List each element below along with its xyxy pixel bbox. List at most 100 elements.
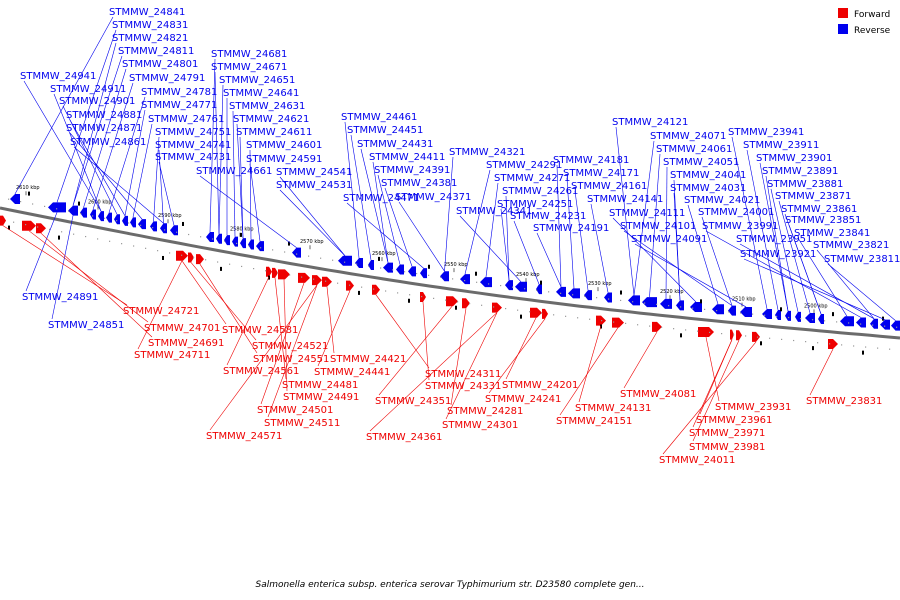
gene-arrow — [818, 313, 824, 324]
track-dot — [637, 324, 639, 326]
track-dot — [164, 229, 166, 231]
track-dot — [361, 286, 363, 288]
leader-line — [92, 82, 134, 210]
gene-label: STMMW_24551 — [253, 354, 329, 365]
track-dot — [709, 331, 711, 334]
track-dot — [589, 318, 591, 320]
gene-label: STMMW_24351 — [375, 396, 451, 407]
track-dot — [824, 320, 826, 322]
gene-label: STMMW_24781 — [141, 87, 217, 98]
leader-line — [827, 263, 896, 321]
track-dot — [608, 298, 610, 300]
gene-label: STMMW_24281 — [447, 406, 523, 417]
track-dot — [613, 321, 615, 323]
gene-label: STMMW_24821 — [112, 33, 188, 44]
gene-arrow — [536, 284, 542, 295]
gene-label: STMMW_24561 — [223, 366, 299, 377]
track-dot — [248, 245, 250, 247]
gene-features — [0, 194, 900, 350]
gene-arrow — [604, 292, 612, 303]
track-dot — [169, 252, 171, 254]
leader-line — [249, 163, 261, 242]
gene-label: STMMW_24511 — [264, 418, 340, 429]
track-dot — [121, 243, 123, 245]
track-dot — [73, 233, 75, 235]
leader-line — [513, 220, 540, 285]
gene-arrow — [98, 211, 104, 222]
legend-forward-label: Forward — [854, 10, 891, 20]
gene-arrow — [728, 305, 736, 316]
track-dot — [289, 274, 291, 276]
gene-arrow — [232, 236, 238, 247]
gene-arrow — [170, 225, 178, 236]
leader-line — [378, 306, 453, 396]
leader-line — [705, 230, 862, 318]
gene-arrow — [90, 209, 96, 220]
leader-line — [209, 284, 318, 431]
kbp-label: 2610 kbp — [16, 185, 40, 191]
track-dot — [728, 311, 730, 313]
leader-line — [25, 212, 58, 292]
track-dot — [541, 312, 543, 314]
leader-line — [40, 232, 153, 338]
gene-label: STMMW_24761 — [148, 114, 224, 125]
track-dot — [716, 310, 718, 312]
gene-arrow — [396, 264, 404, 275]
gene-arrow — [106, 212, 112, 223]
legend-forward: Forward — [838, 8, 890, 24]
leader-line — [816, 249, 875, 319]
leader-line — [759, 162, 789, 311]
track-dot — [116, 220, 118, 222]
gene-arrow — [880, 319, 890, 330]
track-dot — [80, 212, 82, 215]
gene-arrow — [462, 298, 470, 309]
track-dot — [493, 306, 495, 308]
track-dot — [37, 226, 39, 228]
track-dot — [481, 304, 483, 306]
gene-arrow — [138, 219, 146, 230]
gene-label: STMMW_24901 — [59, 96, 135, 107]
gene-arrow — [248, 239, 254, 250]
track-mark — [8, 225, 10, 230]
track-dot — [788, 316, 790, 319]
track-dot — [277, 272, 279, 274]
gene-arrow — [712, 304, 724, 315]
leader-line — [445, 312, 498, 420]
leader-line — [14, 16, 114, 195]
gene-arrow — [480, 277, 492, 288]
gene-label: STMMW_24531 — [276, 180, 352, 191]
track-dot — [152, 227, 154, 229]
leader-line — [731, 136, 768, 310]
track-dot — [877, 347, 879, 349]
track-dot — [865, 346, 867, 348]
gene-arrow — [216, 233, 222, 244]
track-dot — [217, 261, 219, 263]
leader-line — [274, 277, 287, 380]
gene-label: STMMW_24001 — [698, 207, 774, 218]
track-mark — [620, 290, 622, 295]
track-dot — [872, 324, 874, 326]
track-dot — [649, 325, 651, 327]
gene-arrow — [150, 221, 157, 232]
leader-line — [279, 176, 346, 256]
track-mark — [680, 333, 682, 338]
track-dot — [193, 256, 195, 259]
gene-arrow — [420, 268, 427, 279]
gene-label: STMMW_24101 — [620, 221, 696, 232]
track-mark — [240, 232, 242, 237]
gene-arrow — [446, 296, 458, 307]
gene-label: STMMW_23931 — [715, 402, 791, 413]
track-mark — [408, 298, 410, 303]
gene-label: STMMW_24141 — [587, 194, 663, 205]
gene-label: STMMW_23911 — [743, 140, 819, 151]
track-mark — [475, 271, 477, 276]
track-dot — [344, 261, 346, 263]
leader-line — [590, 203, 609, 293]
leader-line — [232, 110, 236, 237]
leader-line — [23, 80, 102, 212]
track-dot — [529, 311, 531, 313]
gene-label: STMMW_24311 — [425, 369, 501, 380]
track-mark — [780, 307, 782, 312]
track-dot — [284, 251, 286, 253]
gene-label: STMMW_24371 — [395, 192, 471, 203]
